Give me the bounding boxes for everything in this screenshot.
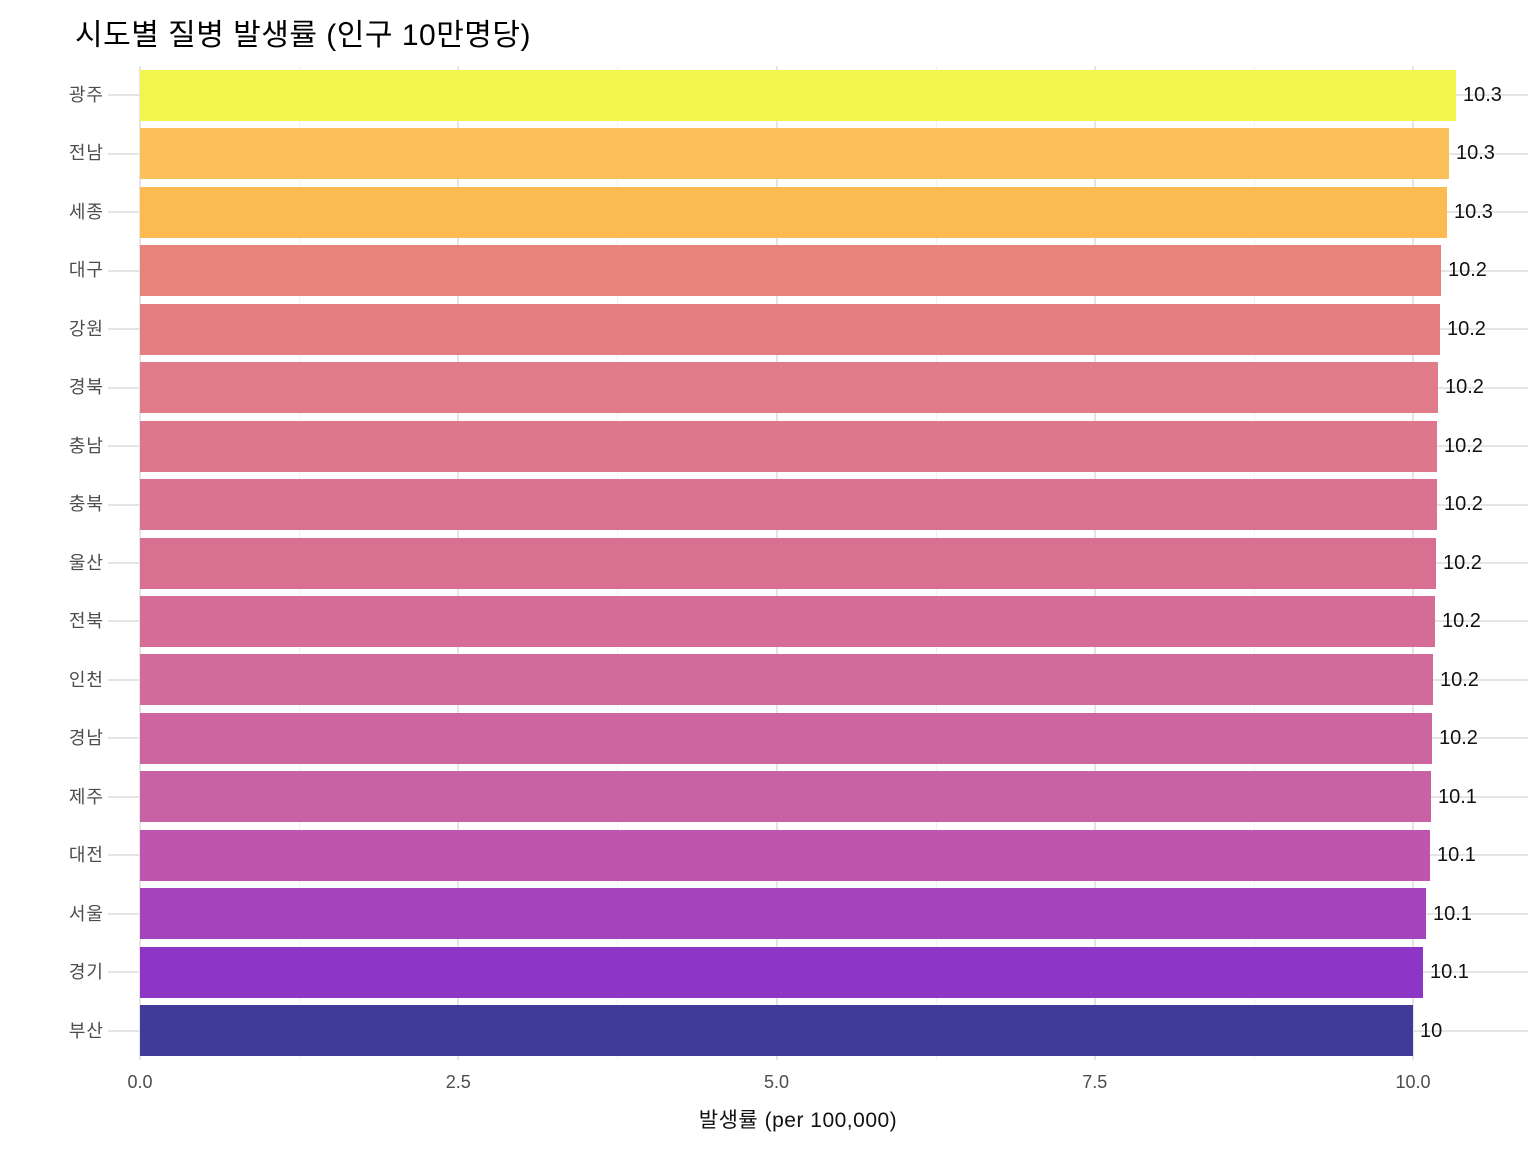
bar-value-label: 10.2 bbox=[1447, 317, 1486, 340]
category-label: 세종 bbox=[68, 201, 104, 222]
bar bbox=[140, 1005, 1413, 1057]
bar-value-label: 10.2 bbox=[1443, 551, 1482, 574]
bar bbox=[140, 888, 1426, 940]
category-label: 강원 bbox=[68, 318, 104, 339]
category-label: 서울 bbox=[68, 903, 104, 924]
x-tick-label: 2.5 bbox=[445, 1072, 471, 1092]
bar-value-label: 10.2 bbox=[1448, 259, 1487, 282]
category-label: 인천 bbox=[68, 669, 104, 690]
bar bbox=[140, 69, 1456, 121]
bar bbox=[140, 712, 1432, 764]
bar-value-label: 10.2 bbox=[1440, 668, 1479, 691]
bar-value-label: 10.3 bbox=[1454, 200, 1493, 223]
bar-value-label: 10.1 bbox=[1438, 785, 1477, 808]
category-label: 부산 bbox=[68, 1020, 104, 1041]
bar bbox=[140, 479, 1437, 531]
category-label: 제주 bbox=[68, 786, 104, 807]
bar bbox=[140, 186, 1447, 238]
category-label: 대구 bbox=[68, 260, 104, 281]
bar-value-label: 10.1 bbox=[1433, 902, 1472, 925]
bar bbox=[140, 128, 1449, 180]
bar-value-label: 10.1 bbox=[1437, 844, 1476, 867]
x-tick-label: 7.5 bbox=[1082, 1072, 1108, 1092]
bar bbox=[140, 362, 1438, 414]
bar-value-label: 10.1 bbox=[1430, 961, 1469, 984]
category-label: 대전 bbox=[68, 845, 104, 866]
x-tick-label: 0.0 bbox=[127, 1072, 153, 1092]
category-label: 울산 bbox=[68, 552, 104, 573]
bar-value-label: 10.3 bbox=[1463, 84, 1502, 106]
bar bbox=[140, 420, 1437, 472]
bar-value-label: 10.3 bbox=[1456, 142, 1495, 165]
bar-value-label: 10.2 bbox=[1442, 610, 1481, 633]
category-label: 경남 bbox=[68, 728, 104, 749]
x-tick-label: 5.0 bbox=[763, 1072, 790, 1092]
category-label: 충북 bbox=[68, 494, 104, 515]
category-label: 광주 bbox=[68, 85, 104, 105]
x-tick-label: 10.0 bbox=[1395, 1072, 1431, 1092]
x-axis-title: 발생률 (per 100,000) bbox=[698, 1109, 898, 1132]
bar-value-label: 10 bbox=[1420, 1019, 1443, 1042]
bar bbox=[140, 829, 1430, 881]
bar bbox=[140, 946, 1423, 998]
bar bbox=[140, 771, 1431, 823]
category-label: 전남 bbox=[68, 143, 104, 164]
bar bbox=[140, 245, 1441, 297]
bar bbox=[140, 537, 1436, 589]
bar-value-label: 10.2 bbox=[1445, 376, 1484, 399]
category-label: 경기 bbox=[68, 962, 104, 983]
chart-title: 시도별 질병 발생률 (인구 10만명당) bbox=[75, 19, 531, 52]
bar bbox=[140, 595, 1435, 647]
bar bbox=[140, 654, 1433, 706]
plot-area: 광주 10.3 전남 10.3 세종 10.3 대구 10.2 강원 10.2 경북 10.2 충남 10… bbox=[0, 66, 1536, 1060]
bar bbox=[140, 303, 1440, 355]
bar-value-label: 10.2 bbox=[1444, 434, 1483, 457]
category-label: 충남 bbox=[68, 435, 104, 456]
bar-value-label: 10.2 bbox=[1444, 493, 1483, 516]
category-label: 전북 bbox=[68, 611, 104, 632]
bar-value-label: 10.2 bbox=[1439, 727, 1478, 750]
category-label: 경북 bbox=[68, 377, 104, 398]
